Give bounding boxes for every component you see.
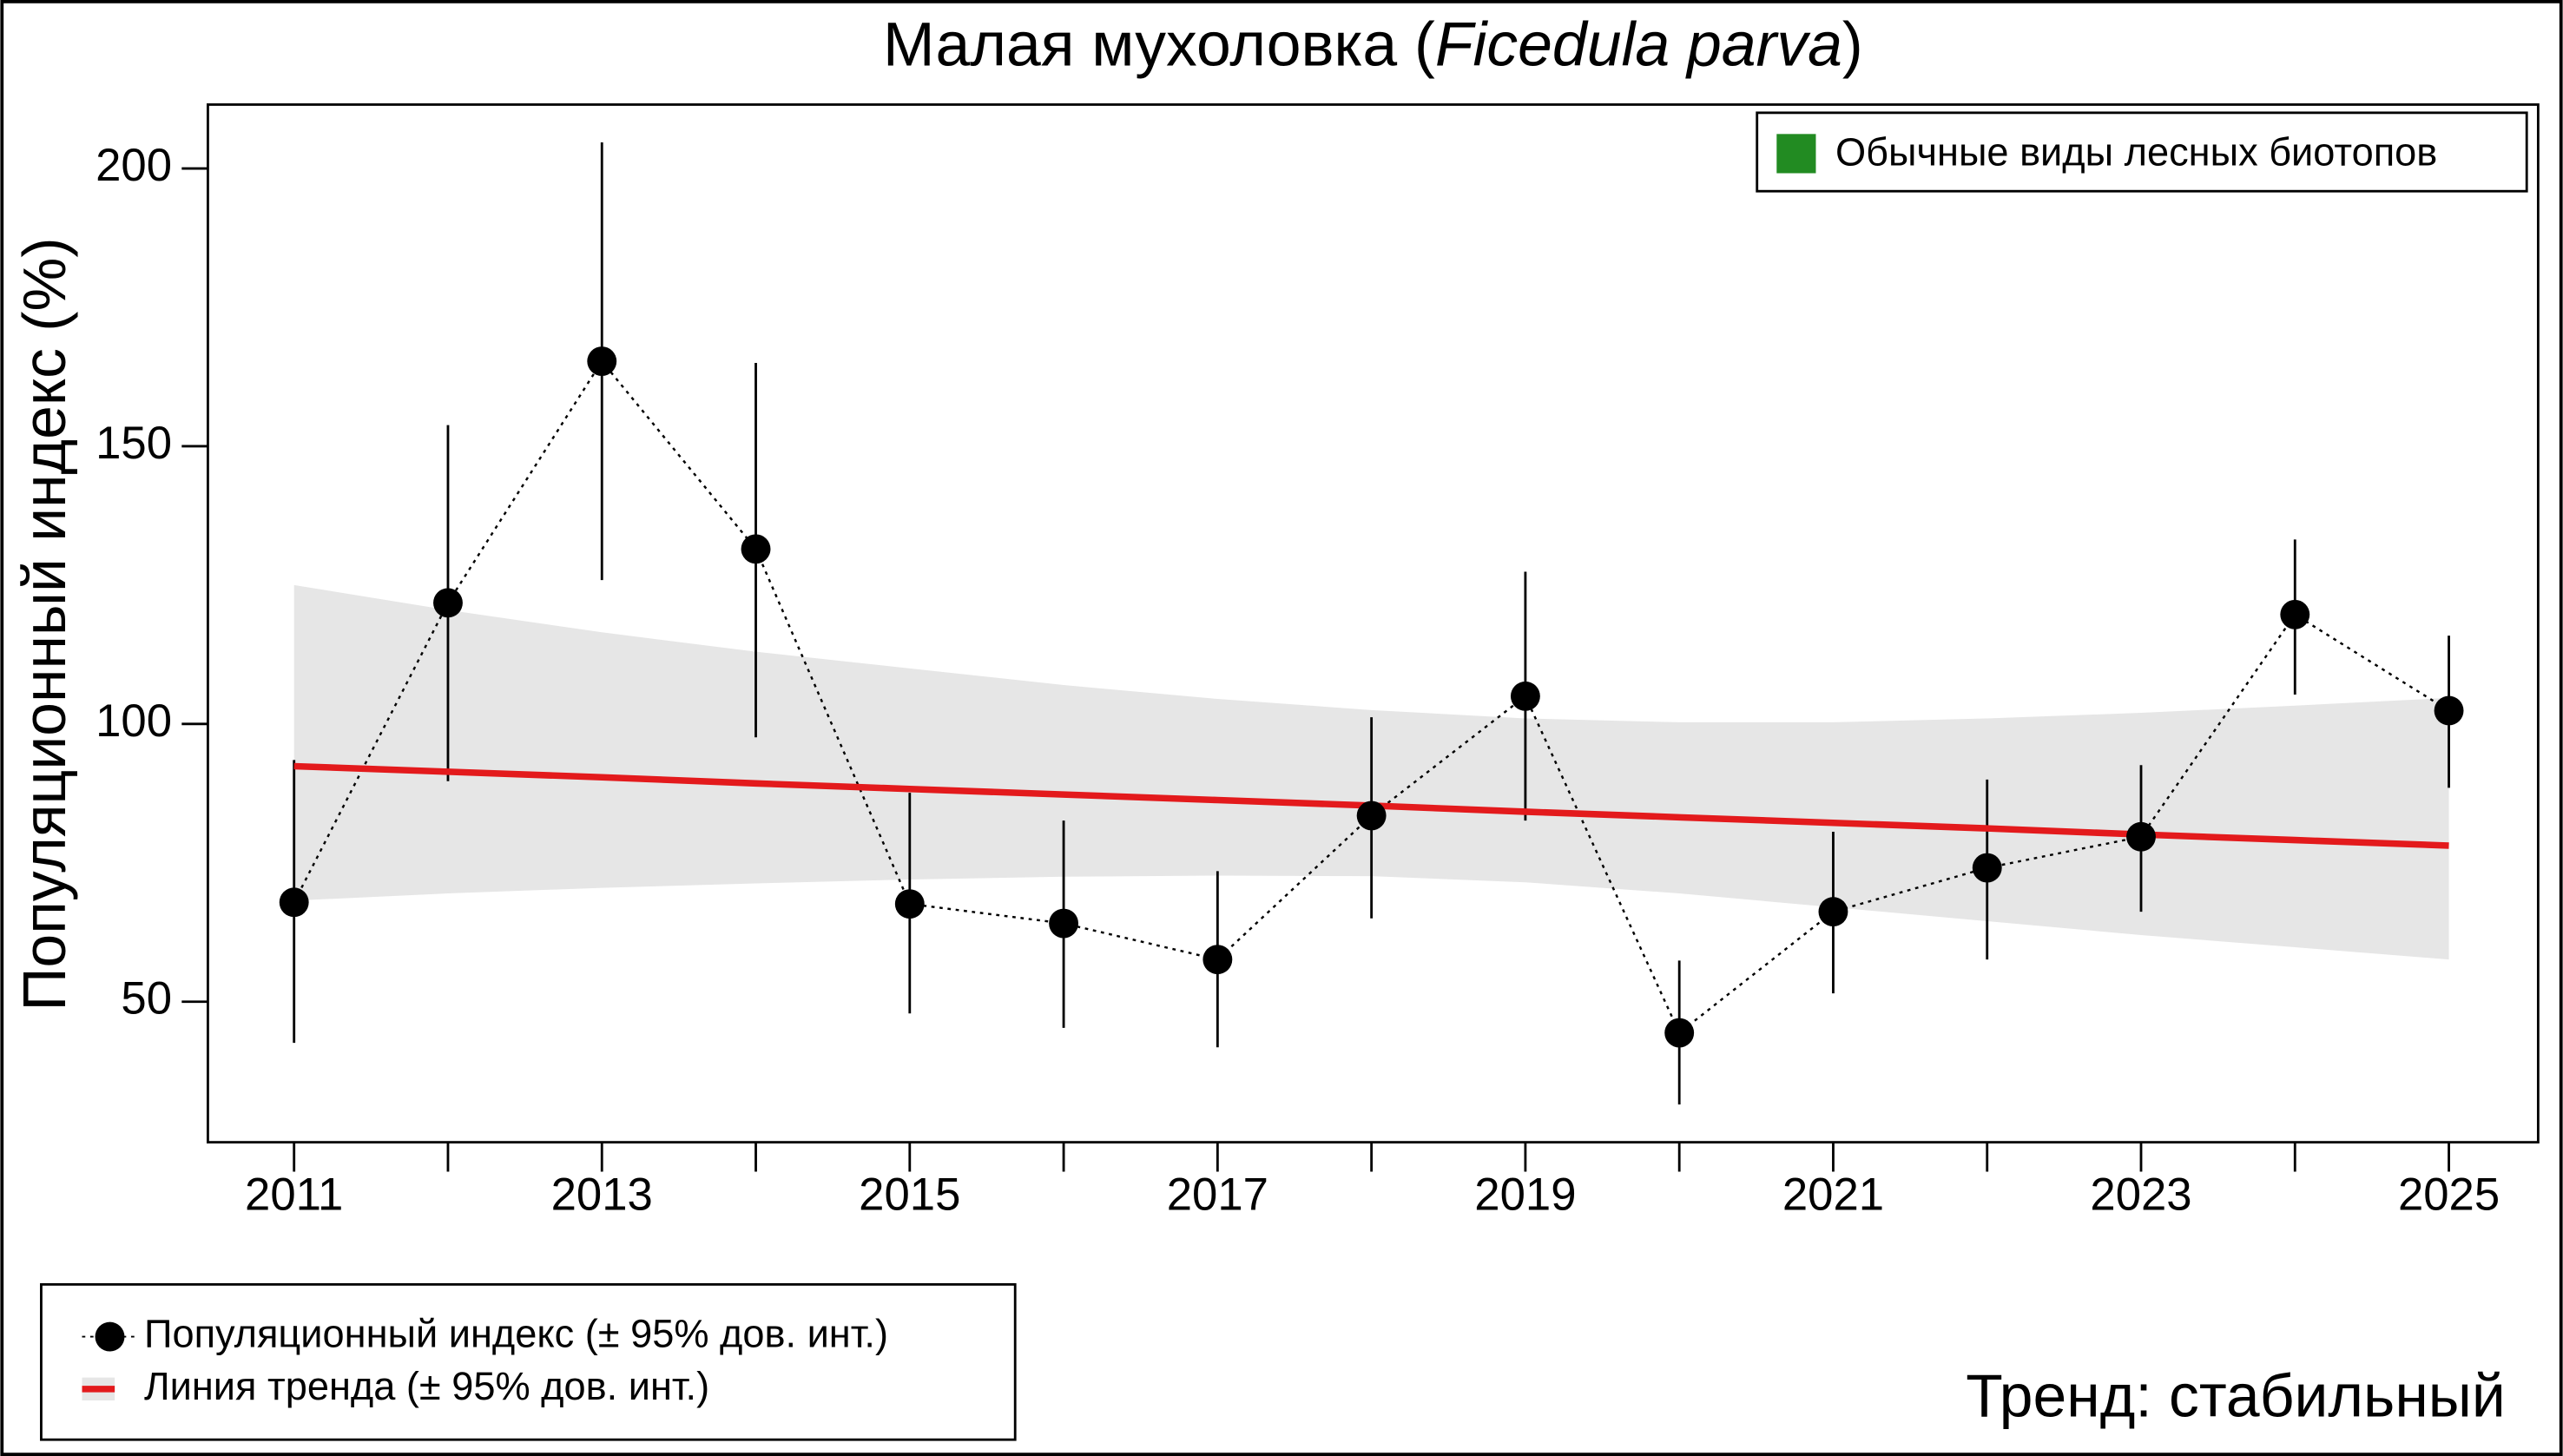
index-point bbox=[433, 588, 463, 618]
x-tick-label: 2015 bbox=[859, 1169, 960, 1221]
title-part: Малая мухоловка ( bbox=[883, 10, 1435, 79]
index-point bbox=[1818, 897, 1848, 927]
y-tick-label: 150 bbox=[96, 418, 172, 469]
trend-annotation: Тренд: стабильный bbox=[1966, 1361, 2506, 1429]
index-point bbox=[1049, 908, 1079, 939]
group-label: Обычные виды лесных биотопов bbox=[1835, 130, 2437, 175]
plot: 50 100 150 200 2011 2013 2015 2017 2019 2021 2023 2… bbox=[96, 103, 2540, 1221]
x-tick-label: 2017 bbox=[1167, 1169, 1268, 1221]
legend-marker bbox=[95, 1321, 125, 1352]
index-point bbox=[279, 887, 309, 918]
index-point bbox=[2434, 695, 2464, 726]
legend bbox=[40, 1282, 1017, 1441]
index-point bbox=[2126, 821, 2156, 852]
plot-area bbox=[207, 103, 2540, 1144]
y-tick-label: 100 bbox=[96, 695, 172, 747]
index-point bbox=[894, 889, 925, 919]
index-line bbox=[293, 359, 2450, 1035]
x-tick-label: 2011 bbox=[245, 1169, 343, 1221]
x-tick-label: 2013 bbox=[551, 1169, 653, 1221]
x-tick-label: 2023 bbox=[2090, 1169, 2191, 1221]
y-axis-label: Популяционный индекс (%) bbox=[10, 237, 78, 1011]
index-point bbox=[1356, 800, 1387, 831]
title-part: ) bbox=[1842, 10, 1863, 79]
index-point bbox=[741, 534, 771, 564]
legend-label: Популяционный индекс (± 95% дов. инт.) bbox=[144, 1312, 888, 1356]
x-tick-label: 2021 bbox=[1782, 1169, 1884, 1221]
index-point bbox=[1510, 681, 1540, 711]
index-point bbox=[587, 346, 617, 376]
legend-label: Линия тренда (± 95% дов. инт.) bbox=[144, 1364, 709, 1408]
title-part: Ficedula parva bbox=[1435, 10, 1842, 79]
chart-title: Малая мухоловка (Ficedula parva) bbox=[883, 10, 1863, 79]
x-tick-label: 2025 bbox=[2398, 1169, 2500, 1221]
index-point bbox=[1202, 945, 1233, 975]
index-point bbox=[1664, 1018, 1695, 1048]
group-legend bbox=[1756, 111, 2528, 193]
y-tick-label: 50 bbox=[121, 973, 172, 1024]
x-tick-label: 2019 bbox=[1474, 1169, 1576, 1221]
y-tick-label: 200 bbox=[96, 140, 172, 191]
index-point bbox=[2280, 599, 2310, 629]
group-swatch bbox=[1776, 134, 1816, 174]
index-point bbox=[1972, 853, 2002, 883]
